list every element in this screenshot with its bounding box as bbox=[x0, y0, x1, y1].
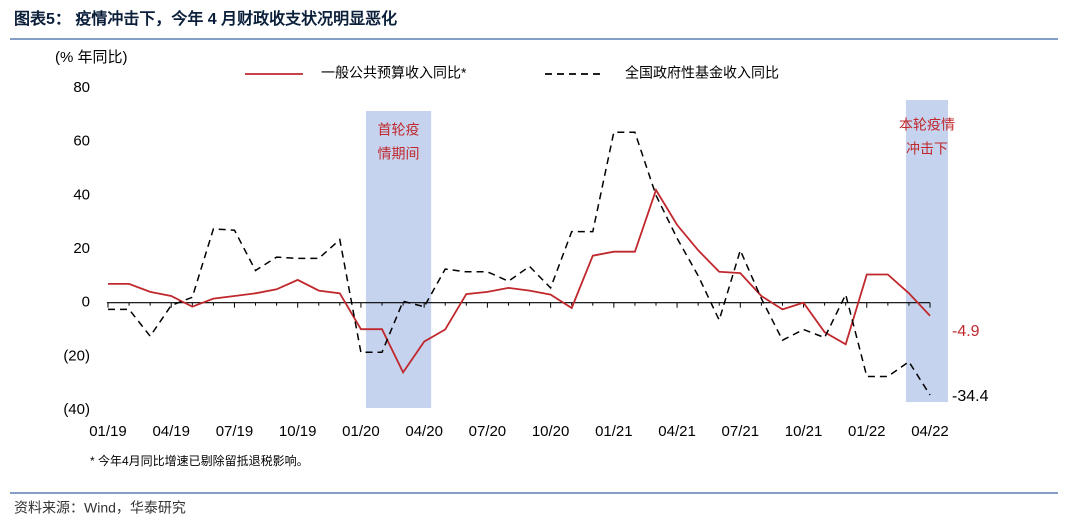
y-tick-label: 20 bbox=[73, 240, 90, 257]
annotation: 情期间 bbox=[378, 146, 420, 162]
x-tick-label: 07/21 bbox=[722, 423, 760, 440]
x-tick-label: 01/19 bbox=[89, 423, 127, 440]
series-line bbox=[108, 131, 931, 396]
legend-label: 全国政府性基金收入同比 bbox=[625, 65, 779, 81]
x-tick-label: 01/22 bbox=[848, 423, 886, 440]
series-line bbox=[108, 187, 931, 375]
y-tick-label: 80 bbox=[73, 79, 90, 96]
x-tick-label: 04/19 bbox=[152, 423, 190, 440]
y-tick-label: 0 bbox=[82, 294, 90, 311]
y-tick-label: 60 bbox=[73, 133, 90, 150]
y-axis-label: (% 年同比) bbox=[55, 49, 128, 66]
x-tick-label: 10/19 bbox=[279, 423, 317, 440]
legend-label: 一般公共预算收入同比* bbox=[321, 65, 467, 81]
chart-title: 图表5： 疫情冲击下，今年 4 月财政收支状况明显恶化 bbox=[14, 9, 397, 28]
x-tick-label: 01/20 bbox=[342, 423, 380, 440]
x-tick-label: 07/20 bbox=[469, 423, 507, 440]
annotation: 冲击下 bbox=[906, 141, 948, 157]
y-tick-label: (40) bbox=[63, 401, 90, 418]
end-value-label: -34.4 bbox=[952, 388, 989, 405]
y-tick-label: (20) bbox=[63, 347, 90, 364]
annotation: 首轮疫 bbox=[378, 122, 420, 138]
x-tick-label: 04/20 bbox=[405, 423, 443, 440]
end-value-label: -4.9 bbox=[952, 323, 980, 340]
x-tick-label: 04/21 bbox=[658, 423, 696, 440]
source: 资料来源：Wind，华泰研究 bbox=[14, 500, 186, 516]
x-tick-label: 10/20 bbox=[532, 423, 570, 440]
x-tick-label: 10/21 bbox=[785, 423, 823, 440]
highlight-band bbox=[365, 111, 432, 408]
x-tick-label: 04/22 bbox=[911, 423, 949, 440]
footnote: * 今年4月同比增速已剔除留抵退税影响。 bbox=[90, 453, 309, 468]
highlight-band bbox=[905, 100, 948, 402]
y-tick-label: 40 bbox=[73, 186, 90, 203]
x-tick-label: 07/19 bbox=[216, 423, 254, 440]
x-tick-label: 01/21 bbox=[595, 423, 633, 440]
annotation: 本轮疫情 bbox=[899, 117, 955, 133]
